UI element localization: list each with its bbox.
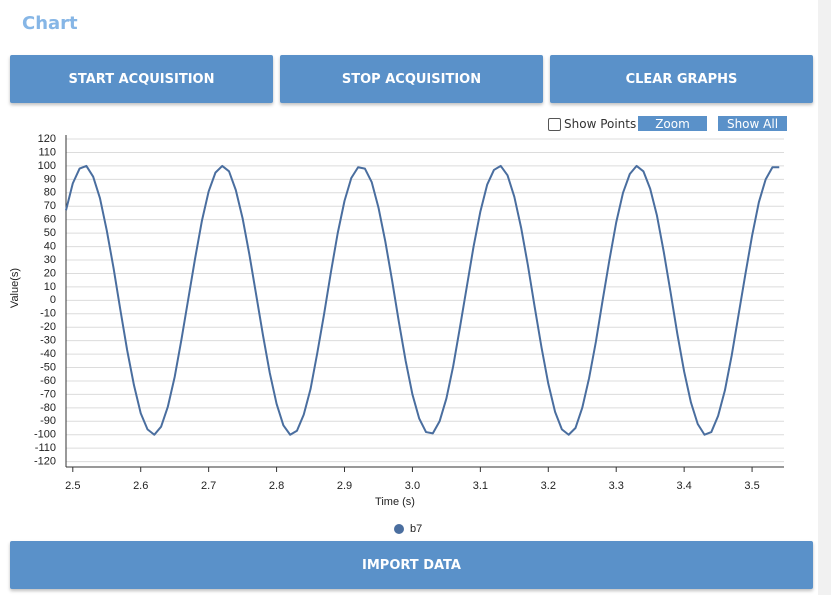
y-tick-label: 0	[50, 294, 56, 306]
zoom-button[interactable]: Zoom	[638, 116, 707, 131]
y-tick-label: -110	[35, 442, 56, 454]
x-tick-label: 3.2	[541, 480, 556, 492]
import-button[interactable]: IMPORT DATA	[10, 541, 813, 589]
x-tick-label: 3.1	[473, 480, 488, 492]
y-tick-label: -120	[34, 456, 56, 468]
series-line	[65, 164, 780, 436]
y-axis-label: Value(s)	[9, 268, 21, 308]
x-tick-label: 2.5	[65, 480, 80, 492]
y-tick-label: -60	[40, 375, 56, 387]
y-tick-label: 60	[44, 214, 56, 226]
y-tick-label: 20	[44, 267, 56, 279]
legend-marker	[394, 524, 404, 534]
y-tick-label: 80	[44, 187, 56, 199]
y-tick-label: -80	[40, 402, 56, 414]
y-tick-label: -100	[34, 429, 56, 441]
x-tick-label: 3.3	[609, 480, 624, 492]
stop-button[interactable]: STOP ACQUISITION	[280, 55, 543, 103]
checkbox-label: Show Points	[564, 117, 637, 131]
y-tick-label: 40	[44, 240, 56, 252]
scrollbar	[818, 0, 831, 595]
page-title: Chart	[22, 13, 78, 34]
show-all-button[interactable]: Show All	[718, 116, 787, 131]
y-tick-label: 50	[44, 227, 56, 239]
x-tick-label: 3.4	[676, 480, 691, 492]
y-tick-label: -30	[40, 335, 56, 347]
checkbox[interactable]	[548, 117, 561, 131]
x-axis-label: Time (s)	[375, 496, 415, 508]
y-tick-label: -10	[40, 308, 56, 320]
x-tick-label: 2.7	[201, 480, 216, 492]
x-tick-label: 3.0	[405, 480, 420, 492]
x-tick-label: 2.8	[269, 480, 284, 492]
y-tick-label: 110	[38, 146, 56, 158]
y-tick-label: 90	[44, 173, 56, 185]
y-tick-label: -70	[40, 388, 56, 400]
legend-label: b7	[410, 523, 422, 535]
y-tick-label: 70	[44, 200, 56, 212]
y-tick-label: 10	[44, 281, 56, 293]
y-tick-label: 120	[38, 133, 56, 145]
x-tick-label: 2.6	[133, 480, 148, 492]
y-tick-label: -90	[40, 415, 56, 427]
start-button[interactable]: START ACQUISITION	[10, 55, 273, 103]
show-points[interactable]: Show Points	[548, 117, 636, 131]
y-tick-label: 100	[38, 160, 56, 172]
x-tick-label: 3.5	[744, 480, 759, 492]
x-tick-label: 2.9	[337, 480, 352, 492]
y-tick-label: -50	[40, 361, 56, 373]
y-tick-label: 30	[44, 254, 56, 266]
clear-button[interactable]: CLEAR GRAPHS	[550, 55, 813, 103]
y-tick-label: -40	[40, 348, 56, 360]
y-tick-label: -20	[40, 321, 56, 333]
chart: Time (s) Value(s) -120-110-100-90-80-70-…	[9, 133, 784, 535]
